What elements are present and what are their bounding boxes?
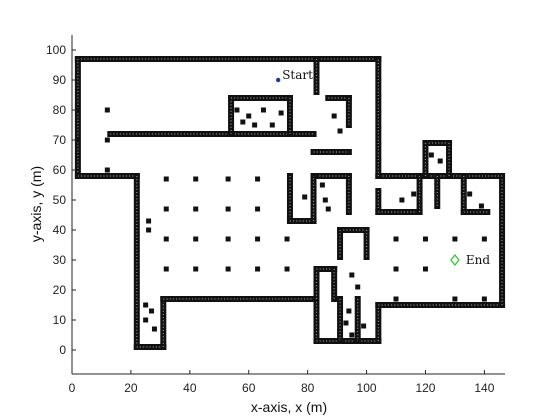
obstacle-pillar: [452, 236, 458, 242]
obstacle-pillar: [146, 218, 152, 224]
x-tick-label: 80: [301, 381, 315, 395]
y-axis-label: y-axis, y (m): [28, 166, 44, 242]
obstacle-pillar: [319, 182, 325, 188]
obstacle-pillar: [193, 266, 199, 272]
obstacle-pillar: [349, 272, 355, 278]
obstacle-pillar: [240, 119, 246, 125]
obstacle-pillar: [163, 236, 169, 242]
end-marker: [450, 254, 460, 266]
obstacle-pillar: [393, 266, 399, 272]
obstacle-pillar: [361, 323, 367, 329]
end-label: End: [466, 253, 490, 267]
obstacle-pillar: [399, 197, 405, 203]
x-tick-label: 60: [242, 381, 256, 395]
start-label: Start: [282, 68, 313, 82]
obstacle-pillar: [146, 227, 152, 233]
obstacle-pillar: [302, 194, 308, 200]
x-tick-label: 120: [415, 381, 435, 395]
obstacle-pillar: [467, 191, 473, 197]
start-marker: [275, 77, 281, 83]
obstacle-pillar: [151, 326, 157, 332]
obstacle-pillar: [284, 266, 290, 272]
path-markers: Start End: [275, 68, 490, 267]
obstacle-pillar: [322, 197, 328, 203]
obstacle-pillar: [269, 122, 275, 128]
obstacle-pillar: [255, 206, 261, 212]
obstacle-pillar: [234, 107, 240, 113]
obstacle-pillar: [104, 167, 110, 173]
obstacle-pillar: [143, 302, 149, 308]
obstacle-pillar: [225, 266, 231, 272]
obstacle-pillar: [260, 107, 266, 113]
y-tick-label: 100: [46, 43, 66, 57]
obstacle-pillar: [355, 284, 361, 290]
obstacle-pillar: [193, 176, 199, 182]
obstacle-pillar: [225, 206, 231, 212]
obstacle-pillar: [337, 128, 343, 134]
obstacle-pillar: [163, 206, 169, 212]
obstacle-pillar: [225, 176, 231, 182]
obstacle-pillar: [478, 203, 484, 209]
y-tick-label: 80: [53, 103, 67, 117]
y-tick-label: 30: [53, 253, 67, 267]
y-tick-label: 50: [53, 193, 67, 207]
obstacle-pillar: [252, 122, 258, 128]
obstacle-pillar: [411, 191, 417, 197]
x-tick-label: 0: [69, 381, 76, 395]
obstacle-pillar: [331, 113, 337, 119]
obstacle-pillar: [75, 107, 81, 113]
axes: [71, 35, 505, 375]
obstacle-pillar: [481, 236, 487, 242]
y-tick-label: 90: [53, 73, 67, 87]
obstacle-pillar: [349, 332, 355, 338]
obstacle-pillar: [143, 317, 149, 323]
obstacle-pillar: [255, 266, 261, 272]
obstacle-pillar: [104, 137, 110, 143]
obstacle-pillars: [75, 107, 487, 338]
obstacle-pillar: [246, 113, 252, 119]
y-tick-label: 60: [53, 163, 67, 177]
y-tick-label: 20: [53, 283, 67, 297]
x-tick-label: 140: [474, 381, 494, 395]
obstacle-pillar: [278, 110, 284, 116]
y-tick-label: 0: [59, 343, 66, 357]
obstacle-pillar: [325, 206, 331, 212]
y-ticks: 0 10 20 30 40 50 60 70 80 90 100: [46, 43, 76, 357]
obstacle-pillar: [255, 236, 261, 242]
x-tick-label: 40: [183, 381, 197, 395]
obstacle-pillar: [428, 152, 434, 158]
obstacle-pillar: [343, 320, 349, 326]
obstacle-pillar: [163, 176, 169, 182]
obstacle-pillar: [193, 236, 199, 242]
obstacle-pillar: [422, 236, 428, 242]
obstacle-pillar: [393, 236, 399, 242]
obstacle-pillar: [422, 266, 428, 272]
obstacle-walls: [74, 56, 506, 350]
x-ticks: 0 20 40 60 80 100 120 140: [69, 370, 495, 395]
x-axis-label: x-axis, x (m): [251, 399, 327, 415]
obstacle-pillar: [255, 176, 261, 182]
obstacle-pillar: [193, 206, 199, 212]
obstacle-pillar: [346, 308, 352, 314]
x-tick-label: 100: [357, 381, 377, 395]
obstacle-pillar: [452, 296, 458, 302]
obstacle-pillar: [393, 296, 399, 302]
obstacle-pillar: [149, 308, 155, 314]
obstacle-pillar: [481, 296, 487, 302]
y-tick-label: 40: [53, 223, 67, 237]
obstacle-pillar: [284, 236, 290, 242]
x-tick-label: 20: [124, 381, 138, 395]
obstacle-pillar: [225, 236, 231, 242]
y-tick-label: 10: [53, 313, 67, 327]
obstacle-pillar: [163, 266, 169, 272]
y-tick-label: 70: [53, 133, 67, 147]
obstacle-pillar: [437, 158, 443, 164]
obstacle-pillar: [75, 137, 81, 143]
obstacle-pillar: [104, 107, 110, 113]
